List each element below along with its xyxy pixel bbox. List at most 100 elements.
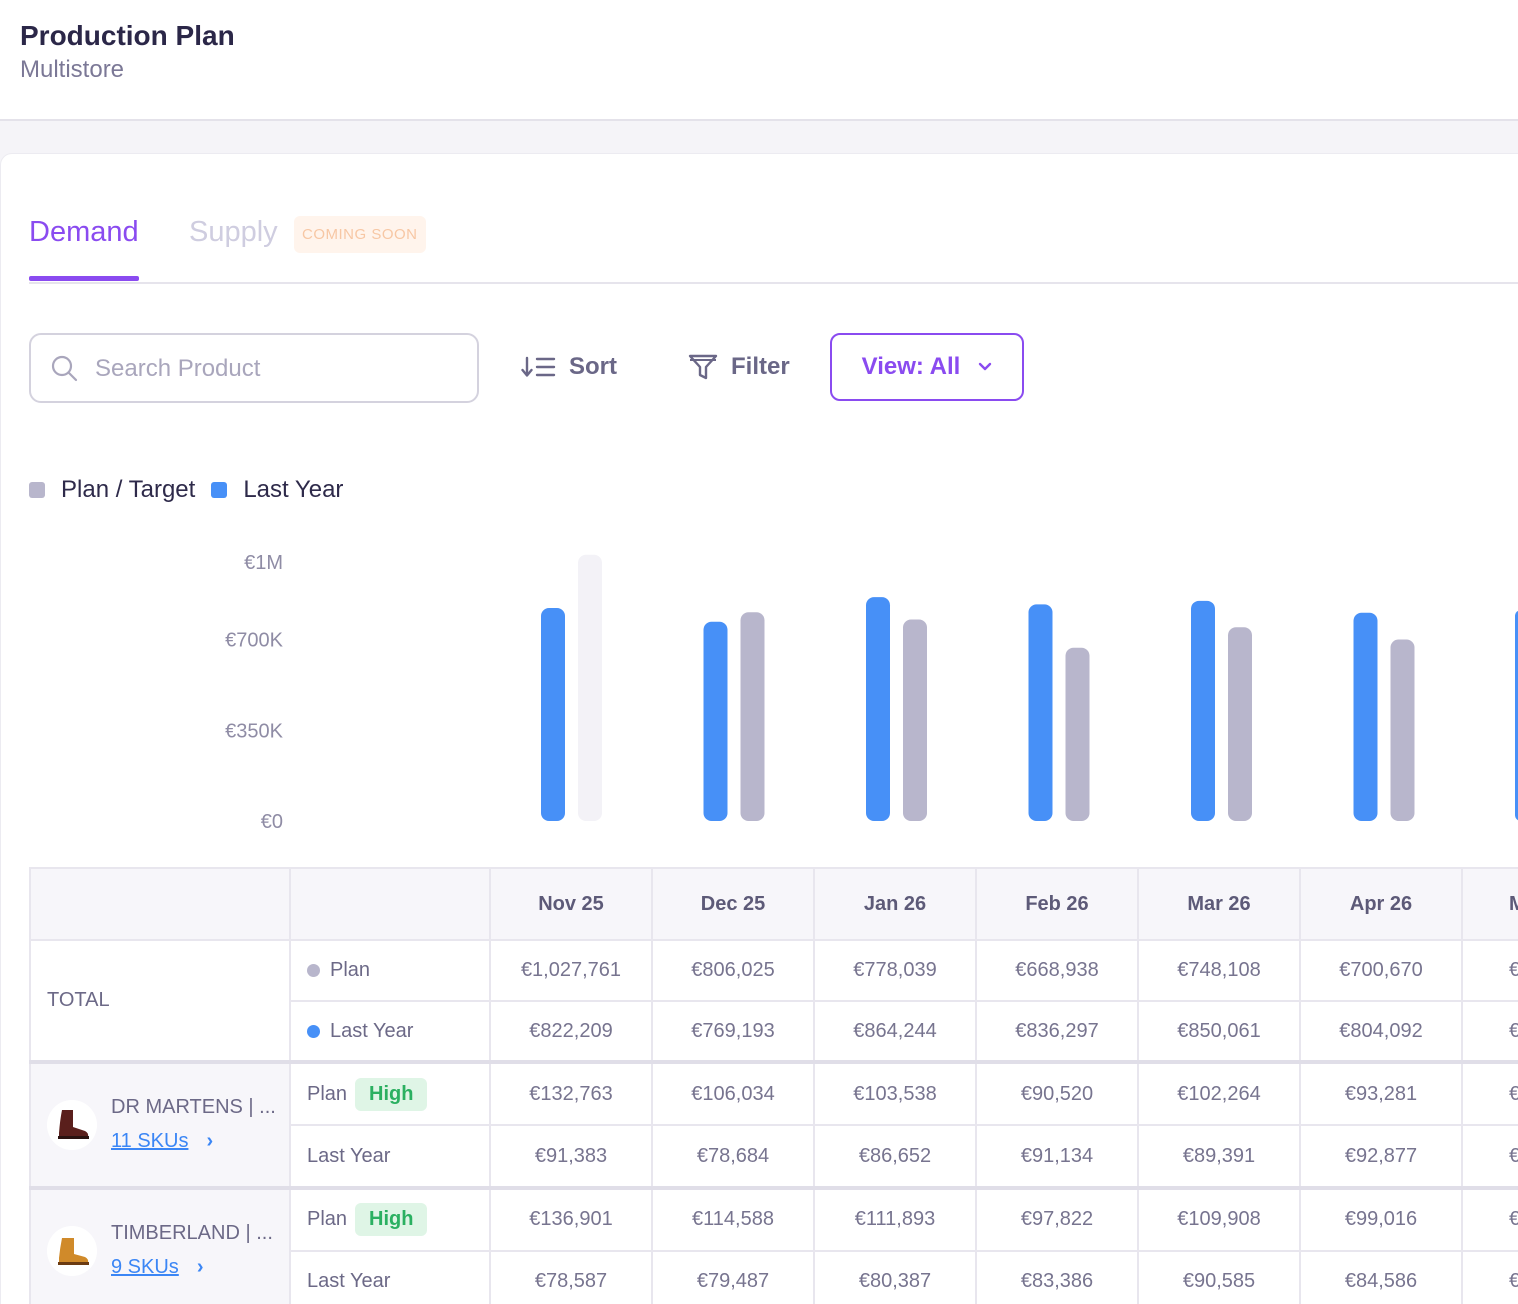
y-tick-label: €0 — [261, 811, 283, 833]
table-cell: €99,016 — [1299, 1186, 1463, 1252]
priority-badge: High — [355, 1203, 428, 1237]
metric-label: Plan — [307, 1208, 348, 1231]
metric-label: Plan — [330, 959, 371, 981]
metric-last-year: Last Year — [289, 1000, 491, 1063]
search-input[interactable] — [95, 349, 455, 389]
priority-badge: High — [355, 1077, 428, 1111]
bar-last-year-feb-26[interactable] — [1028, 604, 1053, 821]
bar-last-year-nov-25[interactable] — [541, 608, 565, 821]
table-cell: €80,387 — [813, 1249, 977, 1304]
main-card: Demand Supply COMING SOON Sort Filter Vi… — [0, 153, 1518, 1304]
sort-button[interactable]: Sort — [521, 347, 617, 387]
table-cell: €136,901 — [489, 1186, 653, 1252]
bar-plan-feb-26[interactable] — [1065, 647, 1090, 821]
legend-swatch-last-year — [211, 482, 228, 498]
table-cell: €668,938 — [975, 939, 1139, 1002]
table-cell: €132,763 — [489, 1060, 653, 1126]
tab-demand[interactable]: Demand — [29, 216, 139, 281]
tab-bar: Demand Supply COMING SOON — [29, 216, 1518, 284]
table-cell: €83,386 — [975, 1249, 1139, 1304]
table-cell: €89,391 — [1137, 1124, 1301, 1189]
bar-last-year-jan-26[interactable] — [866, 597, 890, 821]
filter-label: Filter — [731, 353, 790, 380]
sort-label: Sort — [569, 353, 617, 380]
sku-link[interactable]: 9 SKUs › — [111, 1256, 203, 1279]
boot-thumbnail-icon — [47, 1100, 97, 1150]
table-cell: €78,587 — [489, 1249, 653, 1304]
bar-partial-next-month[interactable] — [1515, 610, 1518, 821]
table-cell: €91,134 — [975, 1124, 1139, 1189]
filter-button[interactable]: Filter — [687, 347, 790, 387]
boot-thumbnail-icon — [47, 1226, 97, 1276]
view-dropdown[interactable]: View: All — [830, 333, 1024, 401]
bar-last-year-apr-26[interactable] — [1353, 612, 1378, 821]
last-year-dot — [307, 1024, 320, 1038]
legend-swatch-plan — [29, 482, 45, 498]
table-cell: €109,908 — [1137, 1186, 1301, 1252]
app-header: Production Plan Multistore — [0, 0, 1518, 121]
table-cell: €700,670 — [1299, 939, 1463, 1002]
sku-count: 11 SKUs — [111, 1130, 189, 1152]
demand-bar-chart: €1M €700K €350K €0 — [225, 552, 1518, 833]
table-cell: €748,108 — [1137, 939, 1301, 1002]
table-cell: €769,193 — [651, 1000, 815, 1063]
column-header: Jan 26 — [813, 867, 977, 941]
page-title: Production Plan — [20, 20, 235, 51]
table-cell: €778,039 — [813, 939, 977, 1002]
table-cell: €86,652 — [813, 1124, 977, 1189]
sku-count: 9 SKUs — [111, 1256, 179, 1278]
table-cell: €111,893 — [813, 1186, 977, 1252]
table-cell: €92,877 — [1299, 1124, 1463, 1189]
table-cell: €850,061 — [1137, 1000, 1301, 1063]
metric-plan: Plan — [289, 939, 491, 1002]
tab-supply[interactable]: Supply — [189, 216, 278, 248]
product-plan-row: DR MARTENS | ... 11 SKUs › Plan High €132,… — [29, 1060, 1518, 1189]
demand-table: Nov 25 Dec 25 Jan 26 Feb 26 Mar 26 Apr 2… — [29, 867, 1518, 1304]
plan-dot — [307, 964, 320, 978]
column-header: Feb 26 — [975, 867, 1139, 941]
table-header-row: Nov 25 Dec 25 Jan 26 Feb 26 Mar 26 Apr 2… — [29, 867, 1518, 941]
table-cell: €90,520 — [975, 1060, 1139, 1126]
bar-plan-jan-26[interactable] — [903, 619, 927, 821]
table-cell: €90,585 — [1137, 1249, 1301, 1304]
bar-plan-apr-26[interactable] — [1390, 639, 1415, 821]
coming-soon-badge: COMING SOON — [294, 216, 426, 253]
table-cell: €822,209 — [489, 1000, 653, 1063]
metric-plan: Plan High — [289, 1060, 491, 1126]
table-cell: €91,383 — [489, 1124, 653, 1189]
chevron-right-icon: › — [196, 1256, 204, 1278]
y-tick-label: €700K — [225, 630, 283, 652]
y-tick-label: €1M — [244, 552, 283, 574]
product-last-year-row: Last Year €78,587 €79,487 €80,387 €83,38… — [30, 1249, 1518, 1304]
product-name: TIMBERLAND | ... — [111, 1222, 273, 1244]
chart-legend: Plan / Target Last Year — [29, 476, 359, 504]
table-cell: €7 — [1461, 939, 1518, 1002]
metric-last-year: Last Year — [289, 1249, 491, 1304]
total-plan-row: TOTAL Plan €1,027,761 €806,025 €778,039 … — [29, 939, 1518, 1063]
bar-last-year-dec-25[interactable] — [703, 621, 728, 821]
table-cell: €84,586 — [1299, 1249, 1463, 1304]
bar-plan-dec-25[interactable] — [740, 612, 765, 821]
bar-last-year-mar-26[interactable] — [1191, 600, 1215, 821]
table-cell: €79,487 — [651, 1249, 815, 1304]
table-cell: €103,538 — [813, 1060, 977, 1126]
search-box[interactable] — [29, 333, 479, 403]
filter-icon — [688, 354, 718, 380]
total-last-year-row: Last Year €822,209 €769,193 €864,244 €83… — [30, 1000, 1518, 1063]
metric-plan: Plan High — [289, 1186, 491, 1252]
bar-plan-nov-25[interactable] — [578, 554, 602, 821]
table-cell: €106,034 — [651, 1060, 815, 1126]
search-icon — [51, 355, 78, 382]
table-cell: €864,244 — [813, 1000, 977, 1063]
table-cell: €1,027,761 — [489, 939, 653, 1002]
legend-label-plan: Plan / Target — [61, 476, 196, 503]
legend-label-last-year: Last Year — [243, 476, 344, 503]
metric-label: Last Year — [330, 1019, 414, 1042]
legend-item-last-year: Last Year — [211, 476, 343, 504]
sku-link[interactable]: 11 SKUs › — [111, 1130, 213, 1153]
table-cell: €114,588 — [651, 1186, 815, 1252]
chevron-right-icon: › — [206, 1130, 214, 1152]
bar-plan-mar-26[interactable] — [1228, 627, 1252, 821]
table-cell: €806,025 — [651, 939, 815, 1002]
table-cell: €97,822 — [975, 1186, 1139, 1252]
